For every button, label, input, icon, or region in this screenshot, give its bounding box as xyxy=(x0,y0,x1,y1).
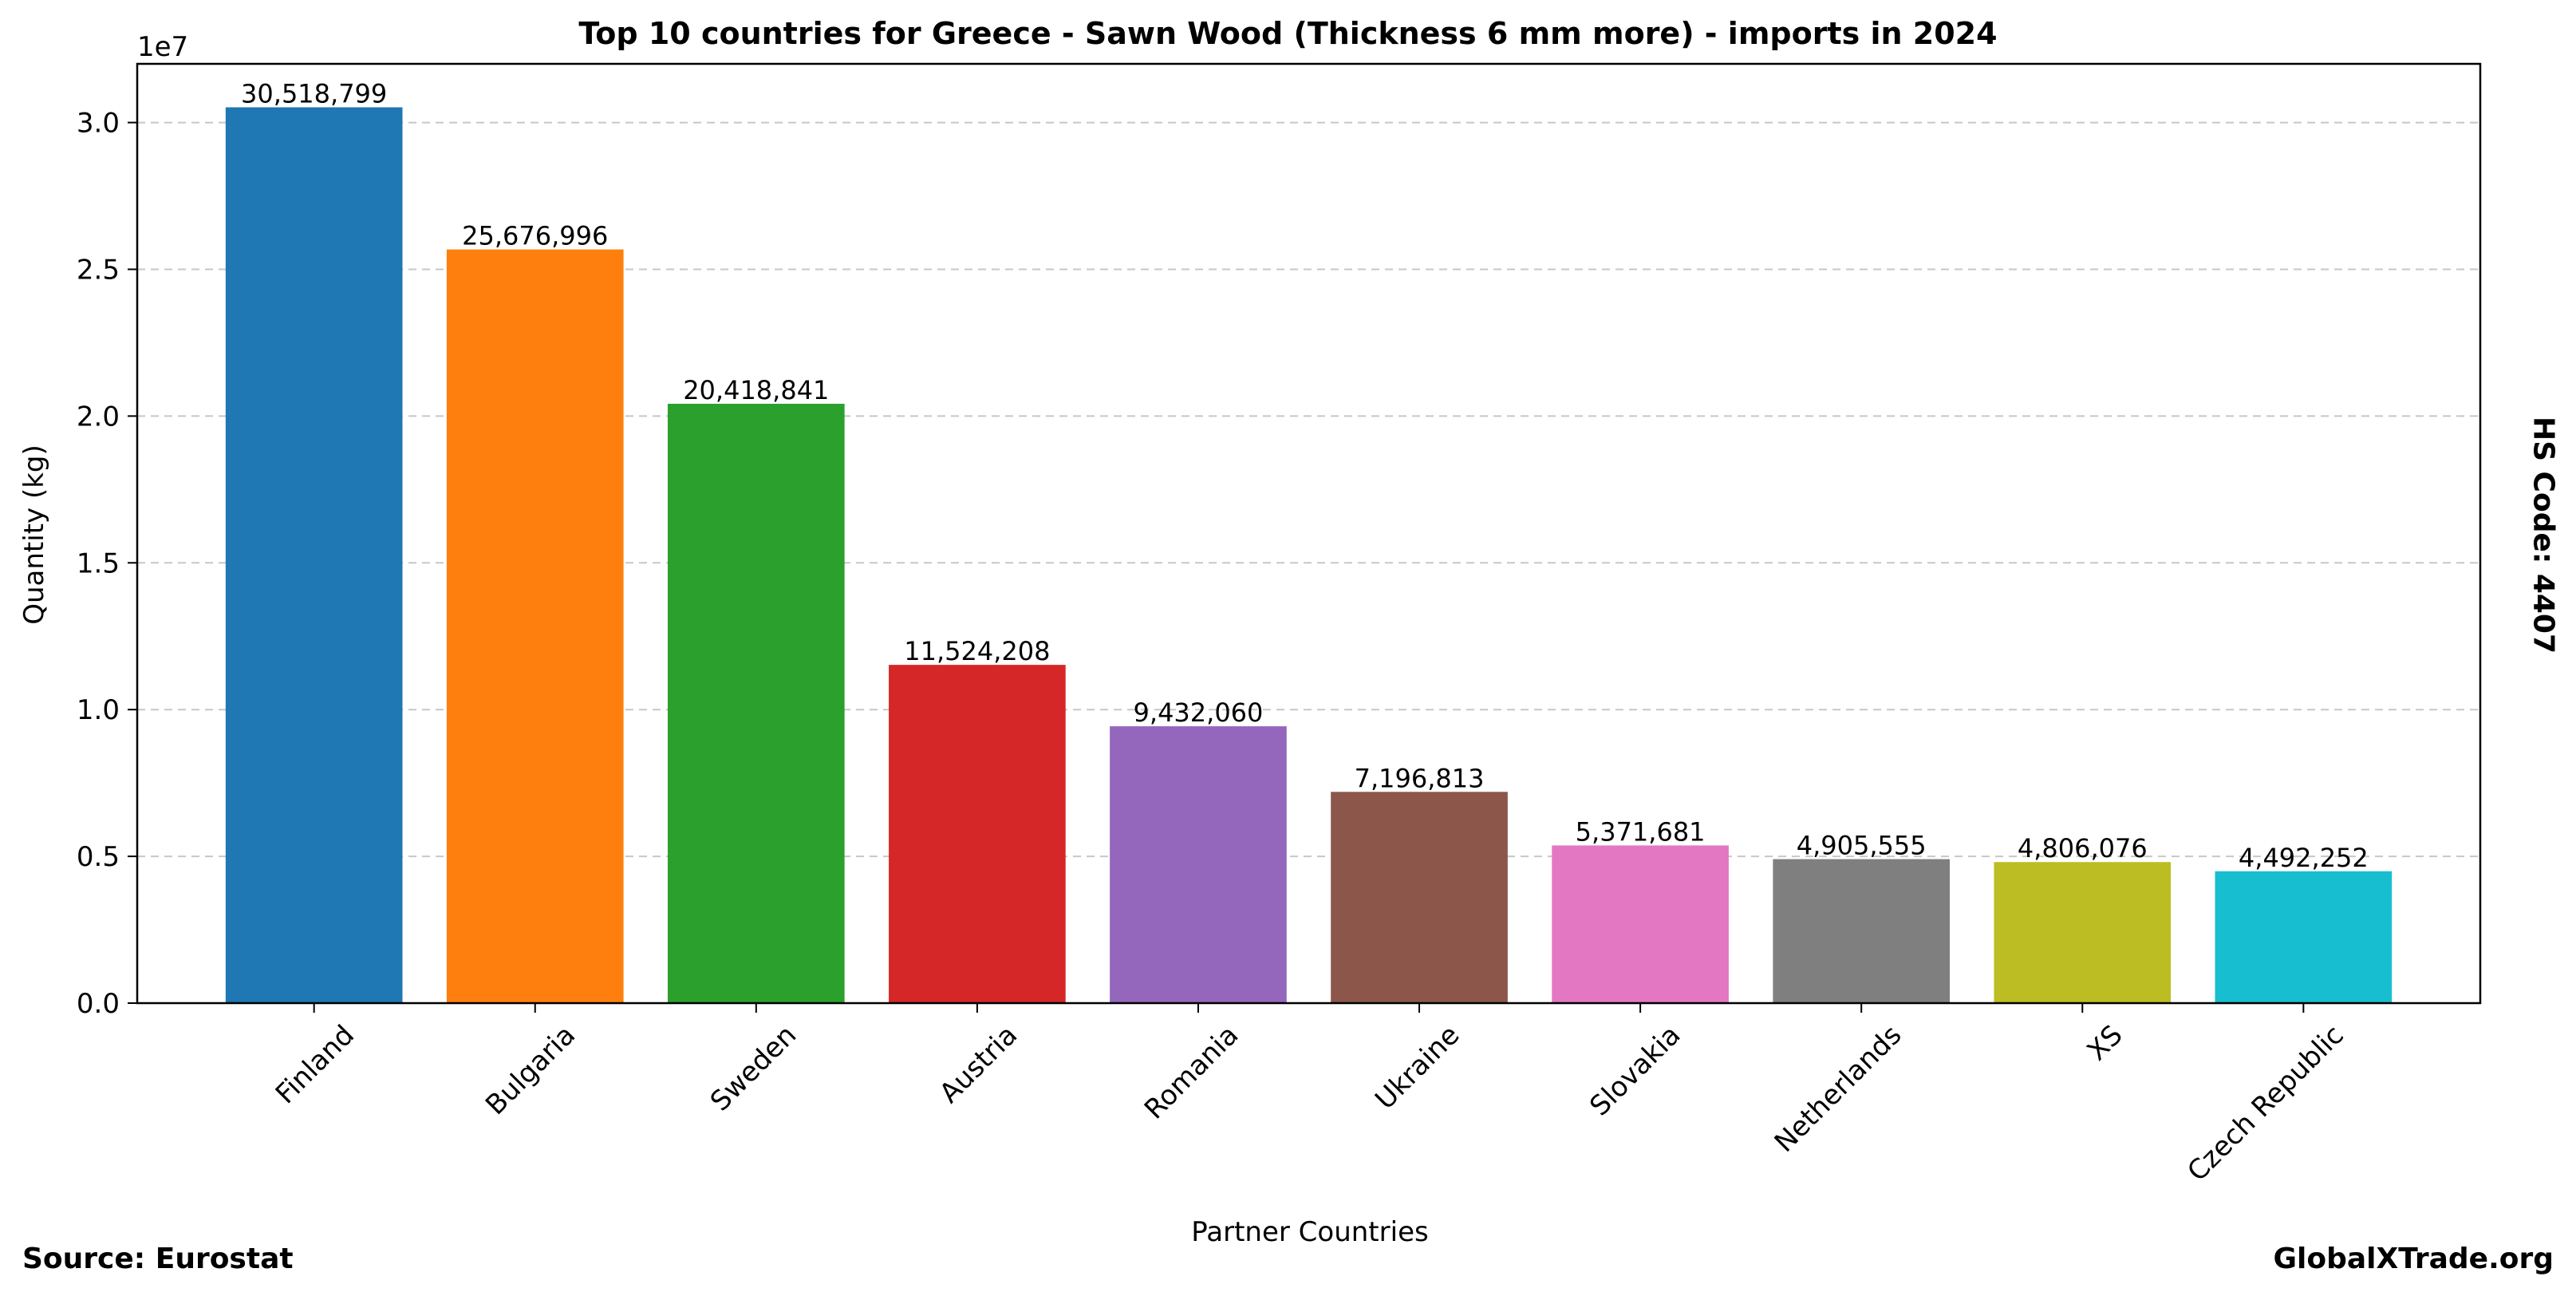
value-labels: 30,518,799 25,676,996 20,418,841 11,524,208… xyxy=(241,78,2369,872)
x-tick-label: Austria xyxy=(933,1019,1024,1109)
bar xyxy=(1552,845,1729,1003)
chart-title: Top 10 countries for Greece - Sawn Wood … xyxy=(578,16,1998,51)
x-tick-label: Czech Republic xyxy=(2181,1019,2349,1187)
bar xyxy=(2215,871,2393,1003)
x-tick-label: Sweden xyxy=(704,1019,803,1117)
data-label: 25,676,996 xyxy=(462,221,608,251)
x-tick-label: XS xyxy=(2081,1019,2129,1067)
plot-frame xyxy=(136,62,2482,1005)
y-axis-offset-label: 1e7 xyxy=(137,31,188,63)
bar xyxy=(667,403,845,1004)
bar xyxy=(1773,859,1951,1003)
hs-code-label: HS Code: 4407 xyxy=(2527,416,2560,654)
x-axis-label: Partner Countries xyxy=(1191,1216,1428,1248)
bar xyxy=(1331,792,1508,1003)
data-label: 20,418,841 xyxy=(683,375,829,405)
x-tick-label: Ukraine xyxy=(1369,1019,1466,1116)
data-label: 4,905,555 xyxy=(1797,831,1927,861)
bar xyxy=(446,249,624,1003)
y-tick-label: 1.5 xyxy=(77,547,120,579)
bar xyxy=(1994,862,2172,1003)
data-label: 7,196,813 xyxy=(1355,763,1485,793)
y-tick-label: 0.0 xyxy=(77,988,120,1020)
data-label: 4,806,076 xyxy=(2018,833,2148,863)
x-tick-label: Bulgaria xyxy=(479,1019,582,1121)
bar xyxy=(1110,726,1287,1003)
x-tick-label: Finland xyxy=(270,1019,361,1110)
y-tick-label: 0.5 xyxy=(77,841,120,873)
axes: 0.0 0.5 1.0 1.5 2.0 2.5 3.0 Finland Bulgaria Swed… xyxy=(77,62,2482,1187)
y-tick-label: 3.0 xyxy=(77,108,120,140)
y-tick-label: 2.5 xyxy=(77,254,120,286)
y-tick-label: 1.0 xyxy=(77,694,120,726)
data-label: 11,524,208 xyxy=(904,636,1050,666)
data-label: 9,432,060 xyxy=(1134,697,1264,728)
source-note: Source: Eurostat xyxy=(22,1243,294,1275)
bar xyxy=(889,665,1066,1003)
bar xyxy=(225,107,403,1003)
grid-lines xyxy=(137,121,2480,858)
site-credit: GlobalXTrade.org xyxy=(2273,1243,2554,1275)
data-label: 4,492,252 xyxy=(2239,843,2369,873)
y-tick-label: 2.0 xyxy=(77,401,120,433)
x-tick-label: Slovakia xyxy=(1584,1019,1686,1122)
y-axis-label: Quantity (kg) xyxy=(18,445,50,625)
data-label: 5,371,681 xyxy=(1576,816,1706,847)
x-tick-label: Netherlands xyxy=(1769,1019,1908,1159)
x-tick-label: Romania xyxy=(1138,1019,1245,1125)
bars xyxy=(225,107,2393,1004)
data-label: 30,518,799 xyxy=(241,78,387,109)
